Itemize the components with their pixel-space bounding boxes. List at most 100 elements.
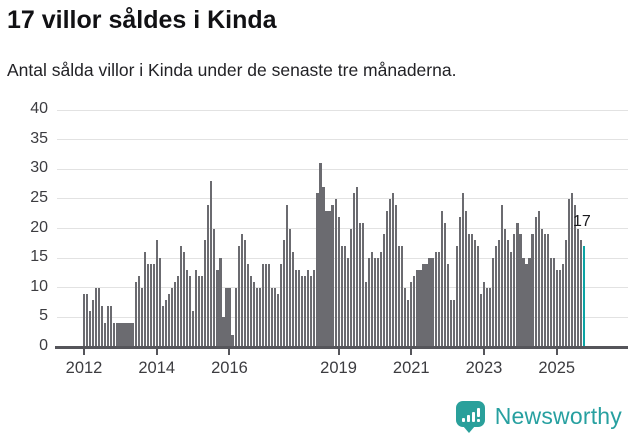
bar	[343, 246, 346, 347]
bar	[228, 287, 231, 347]
bar	[534, 216, 537, 347]
exclamation-glyph	[476, 408, 480, 422]
bar	[252, 281, 255, 347]
bar	[528, 258, 531, 347]
bar	[319, 163, 322, 347]
bar	[379, 252, 383, 347]
last-value-annotation: 17	[572, 213, 591, 231]
bar	[104, 323, 107, 347]
highlight-bar	[582, 246, 586, 347]
bar	[116, 323, 119, 347]
bar	[270, 287, 274, 347]
bar	[443, 222, 446, 347]
bar	[86, 293, 89, 347]
y-gridline	[57, 228, 628, 229]
bar	[473, 240, 477, 347]
bar	[295, 269, 298, 347]
bar	[216, 269, 219, 347]
bar	[176, 275, 180, 347]
bar	[237, 246, 240, 347]
bar	[461, 192, 464, 347]
bar	[422, 264, 425, 347]
bar	[552, 258, 555, 347]
bar	[240, 234, 243, 347]
mini-bar-chart-glyph	[461, 412, 475, 422]
y-axis-tick-label: 15	[30, 248, 48, 266]
bar	[425, 264, 428, 347]
bar	[325, 210, 328, 347]
bar	[431, 258, 434, 347]
bar	[122, 323, 125, 347]
bar	[340, 246, 343, 347]
bar	[440, 210, 443, 347]
bar	[504, 228, 507, 347]
bar	[489, 287, 492, 347]
bar	[382, 234, 386, 347]
bar	[328, 210, 331, 347]
bar	[207, 204, 210, 347]
bar	[564, 240, 567, 347]
bar	[146, 264, 149, 347]
bar	[225, 287, 228, 347]
bar	[404, 287, 407, 347]
x-axis-tick-label: 2019	[320, 359, 357, 377]
bar	[313, 269, 316, 347]
bar	[386, 210, 389, 347]
bar	[83, 293, 86, 347]
bar	[395, 204, 398, 347]
bar	[579, 240, 583, 347]
bar	[486, 287, 489, 347]
bar	[522, 258, 525, 347]
bar	[349, 228, 352, 347]
bar	[282, 240, 286, 347]
bar	[492, 258, 495, 347]
page-title: 17 villor såldes i Kinda	[7, 6, 277, 34]
bar	[316, 192, 319, 347]
bar	[428, 258, 431, 347]
y-gridline	[57, 168, 628, 170]
bar	[407, 299, 410, 347]
bar	[134, 281, 137, 347]
bar	[370, 252, 374, 347]
y-axis-tick-label: 10	[30, 277, 48, 295]
bar	[452, 299, 455, 347]
bar	[137, 275, 140, 347]
bar	[576, 228, 580, 347]
x-axis-tick-label: 2016	[211, 359, 248, 377]
bar	[361, 222, 364, 347]
bar	[482, 281, 486, 347]
bar	[143, 252, 146, 347]
bar	[255, 287, 258, 347]
bar	[273, 287, 277, 347]
bar	[95, 287, 98, 347]
y-gridline	[57, 198, 628, 200]
bar	[507, 240, 510, 347]
bar	[476, 246, 480, 347]
brand-footer: Newsworthy	[455, 400, 622, 433]
bar	[198, 275, 201, 347]
bar	[222, 317, 225, 347]
brand-name: Newsworthy	[494, 403, 622, 429]
y-gridline	[57, 109, 628, 111]
bar	[264, 264, 267, 347]
bar	[186, 269, 189, 347]
bar	[449, 299, 452, 347]
bar	[352, 192, 355, 347]
bar	[513, 234, 516, 347]
bar	[467, 234, 471, 347]
bar	[125, 323, 128, 347]
bar	[549, 258, 552, 347]
bar	[416, 269, 419, 347]
x-axis-tick-label: 2012	[65, 359, 103, 377]
bar	[149, 264, 152, 347]
bar	[355, 187, 358, 347]
bar	[219, 258, 222, 347]
bar	[525, 264, 528, 347]
y-axis-tick-label: 40	[30, 100, 48, 117]
bar	[555, 269, 558, 347]
bar	[301, 275, 304, 347]
bar	[398, 246, 401, 347]
bar	[213, 228, 216, 347]
bar	[455, 246, 458, 347]
